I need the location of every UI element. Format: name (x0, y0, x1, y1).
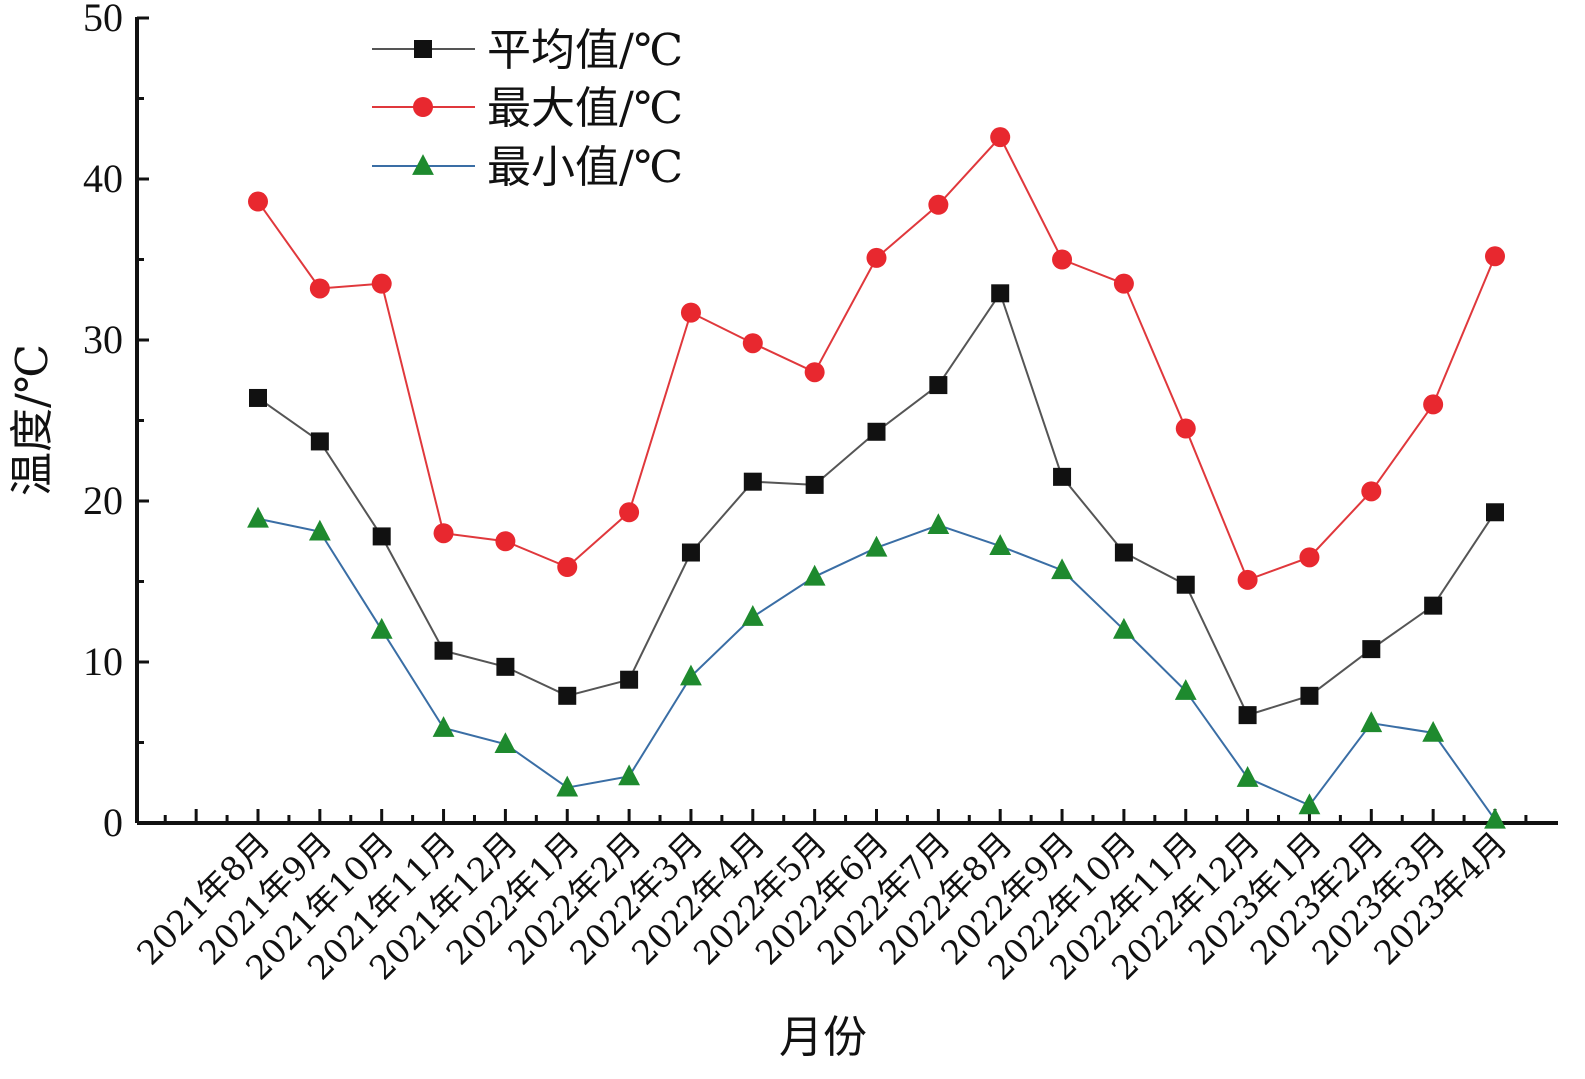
legend-label: 最大值/℃ (487, 83, 683, 134)
point-marker (929, 376, 948, 395)
point-marker (432, 716, 455, 737)
point-marker (433, 523, 454, 544)
x-axis-title: 月份 (779, 1012, 867, 1063)
point-marker (1052, 249, 1073, 270)
point-marker (742, 333, 763, 354)
point-marker (1298, 793, 1321, 815)
legend-label: 平均值/℃ (487, 25, 683, 76)
point-marker (370, 617, 393, 639)
point-marker (1484, 807, 1506, 829)
series-line (257, 135, 1496, 582)
point-marker (680, 302, 701, 323)
y-tick-label: 20 (83, 478, 123, 523)
point-marker (495, 531, 516, 552)
legend-item: 平均值/℃ (372, 25, 683, 76)
point-marker (805, 475, 824, 494)
point-marker (247, 506, 269, 528)
point-marker (1176, 575, 1195, 594)
point-marker (618, 764, 640, 786)
point-marker (1422, 720, 1445, 742)
legend-label: 最小值/℃ (487, 142, 683, 193)
y-tick-label: 50 (83, 0, 123, 40)
y-tick-label: 30 (83, 317, 123, 362)
legend: 平均值/℃ 最大值/℃ 最小值/℃ (372, 25, 683, 193)
y-tick-label: 40 (83, 156, 123, 201)
point-marker (804, 362, 825, 383)
series-triangle (247, 506, 1506, 829)
series-layer (247, 127, 1506, 829)
axes: 010203040502021年8月2021年9月2021年10月2021年11… (83, 0, 1558, 987)
point-marker (1424, 596, 1443, 615)
point-marker (310, 432, 329, 451)
point-marker (1175, 418, 1196, 439)
point-marker (371, 273, 392, 294)
point-marker (558, 686, 577, 705)
point-marker (1486, 503, 1504, 522)
point-marker (1362, 640, 1381, 659)
point-marker (927, 513, 950, 535)
point-marker (413, 97, 433, 117)
point-marker (556, 775, 579, 797)
point-marker (620, 670, 639, 689)
point-marker (991, 284, 1010, 303)
point-marker (989, 534, 1012, 555)
point-marker (867, 422, 886, 441)
point-marker (249, 388, 267, 407)
point-marker (372, 527, 391, 546)
point-marker (1114, 543, 1133, 562)
point-marker (1238, 706, 1257, 725)
point-marker (1299, 547, 1320, 568)
point-marker (1360, 711, 1383, 733)
point-marker (1237, 569, 1258, 590)
point-marker (1423, 394, 1444, 415)
point-marker (680, 664, 702, 686)
legend-item: 最小值/℃ (372, 142, 683, 193)
point-marker (1174, 679, 1197, 700)
point-marker (1051, 558, 1073, 580)
point-marker (1053, 467, 1072, 486)
point-marker (743, 472, 762, 491)
legend-item: 最大值/℃ (372, 83, 683, 134)
point-marker (1485, 246, 1505, 267)
point-marker (1236, 766, 1259, 787)
point-marker (414, 40, 432, 58)
point-marker (619, 502, 640, 523)
point-marker (1300, 686, 1319, 705)
point-marker (866, 247, 887, 268)
point-marker (496, 657, 515, 676)
point-marker (990, 127, 1011, 148)
y-tick-label: 0 (103, 800, 123, 845)
point-marker (1113, 617, 1135, 639)
point-marker (865, 535, 888, 557)
point-marker (1113, 273, 1134, 294)
point-marker (494, 732, 517, 754)
point-marker (681, 543, 700, 562)
point-marker (308, 519, 331, 541)
point-marker (248, 191, 268, 212)
point-marker (557, 557, 578, 578)
point-marker (928, 194, 949, 215)
series-circle (248, 127, 1505, 590)
point-marker (741, 605, 764, 626)
point-marker (412, 154, 434, 175)
point-marker (434, 641, 453, 660)
y-tick-label: 10 (83, 639, 123, 684)
point-marker (1361, 481, 1382, 502)
point-marker (309, 278, 330, 299)
series-square (249, 284, 1504, 725)
y-axis-title: 温度/℃ (7, 344, 58, 496)
point-marker (803, 564, 826, 586)
